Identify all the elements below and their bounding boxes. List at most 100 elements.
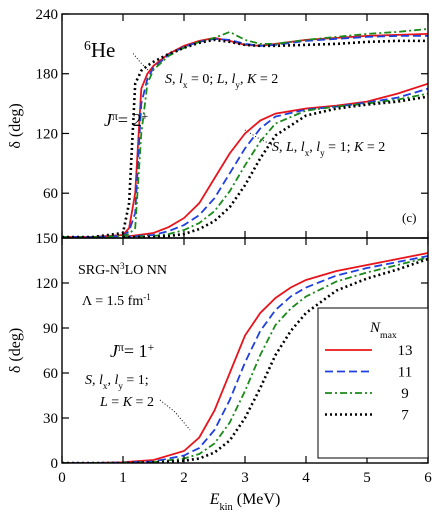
- text-part: ,: [107, 373, 114, 388]
- text-part: = 0;: [187, 72, 216, 87]
- text-part: y: [235, 80, 240, 90]
- text-part: S: [85, 373, 92, 388]
- legend-label: 9: [401, 386, 409, 402]
- text-part: L: [216, 72, 225, 87]
- series-line: [62, 255, 428, 463]
- text-part: = 1;: [325, 140, 354, 155]
- panel-label: (c): [402, 210, 416, 225]
- x-tick-label: 5: [363, 470, 371, 486]
- series-line: [62, 38, 428, 238]
- series-line: [122, 92, 428, 238]
- text-part: K: [246, 72, 257, 87]
- y-tick-label: 0: [51, 456, 59, 472]
- y-tick-label: 120: [36, 126, 59, 142]
- y-tick-label: 120: [36, 276, 59, 292]
- x-tick-label: 3: [241, 470, 249, 486]
- legend-label: 7: [401, 408, 409, 424]
- y-axis-label: δ (deg): [7, 103, 24, 148]
- text-part: K: [353, 140, 364, 155]
- annotation: SRG-N3LO NN: [78, 261, 167, 278]
- text-part: x: [305, 148, 310, 158]
- x-tick-label: 2: [180, 470, 188, 486]
- text-part: N: [369, 320, 381, 336]
- text-part: π: [118, 341, 124, 354]
- plot-area: [62, 28, 428, 238]
- text-part: = 1;: [123, 373, 149, 388]
- annotation: Ekin (MeV): [209, 491, 281, 513]
- leader-line: [131, 51, 151, 73]
- text-part: 3: [120, 261, 125, 271]
- text-part: ,: [309, 140, 316, 155]
- text-part: = 2: [132, 395, 154, 410]
- annotation: Λ = 1.5 fm-1: [82, 292, 151, 309]
- y-tick-label: 240: [36, 7, 59, 23]
- text-part: π: [112, 110, 118, 123]
- text-part: ,: [294, 140, 301, 155]
- text-part: l: [99, 373, 103, 388]
- text-part: ,: [92, 373, 99, 388]
- text-part: = 2: [118, 110, 142, 130]
- annotation: S, L, lx, ly = 1; K = 2: [272, 140, 385, 158]
- annotation: 6He: [84, 38, 115, 63]
- text-part: =: [108, 395, 123, 410]
- text-part: S: [272, 140, 279, 155]
- text-part: S: [165, 72, 172, 87]
- y-tick-label: 180: [36, 67, 59, 83]
- text-part: ,: [172, 72, 179, 87]
- annotation: S, lx, ly = 1;: [85, 373, 149, 391]
- leader-line: [159, 399, 191, 431]
- text-part: x: [103, 381, 108, 391]
- annotation: Nmax: [369, 320, 397, 341]
- x-tick-label: 0: [58, 470, 66, 486]
- frame: [61, 13, 429, 239]
- text-part: J: [110, 341, 119, 361]
- y-tick-label: 90: [43, 321, 58, 337]
- text-part: +: [142, 110, 149, 123]
- text-part: He: [91, 38, 116, 62]
- text-part: +: [148, 341, 155, 354]
- annotation: Jπ= 2+: [104, 110, 149, 131]
- y-tick-label: 60: [43, 186, 58, 202]
- annotation: Jπ= 1+: [110, 341, 155, 362]
- text-part: ,: [240, 72, 247, 87]
- legend-box: [317, 307, 429, 459]
- y-tick-label: 30: [43, 411, 58, 427]
- x-tick-label: 4: [302, 470, 310, 486]
- text-part: y: [320, 148, 325, 158]
- text-part: l: [232, 72, 236, 87]
- text-part: J: [104, 110, 113, 130]
- text-part: E: [209, 491, 220, 508]
- series-line: [62, 33, 428, 238]
- y-tick-label: 60: [43, 366, 58, 382]
- text-part: kin: [219, 502, 233, 513]
- leader-line: [244, 129, 273, 146]
- text-part: ,: [225, 72, 232, 87]
- text-part: L: [99, 395, 108, 410]
- text-part: max: [380, 330, 397, 341]
- text-part: L: [285, 140, 294, 155]
- series-line: [123, 95, 428, 238]
- text-part: LO NN: [125, 263, 167, 278]
- text-part: 6: [84, 38, 91, 53]
- annotation: L = K = 2: [99, 395, 154, 410]
- text-part: K: [122, 395, 133, 410]
- text-part: = 2: [363, 140, 385, 155]
- text-part: SRG-N: [78, 263, 120, 278]
- text-part: = 1: [124, 341, 148, 361]
- text-part: l: [179, 72, 183, 87]
- series-line: [122, 87, 428, 238]
- series-line: [122, 82, 428, 238]
- x-tick-label: 1: [119, 470, 127, 486]
- text-part: l: [316, 140, 320, 155]
- text-part: (MeV): [233, 491, 281, 508]
- y-axis-label: δ (deg): [7, 328, 24, 373]
- legend-label: 11: [398, 365, 412, 381]
- text-part: l: [114, 373, 118, 388]
- text-part: -1: [143, 292, 151, 302]
- legend-label: 13: [398, 343, 413, 359]
- text-part: ,: [279, 140, 286, 155]
- series-line: [62, 35, 428, 238]
- series-line: [62, 252, 428, 463]
- text-part: Λ = 1.5 fm: [82, 294, 143, 309]
